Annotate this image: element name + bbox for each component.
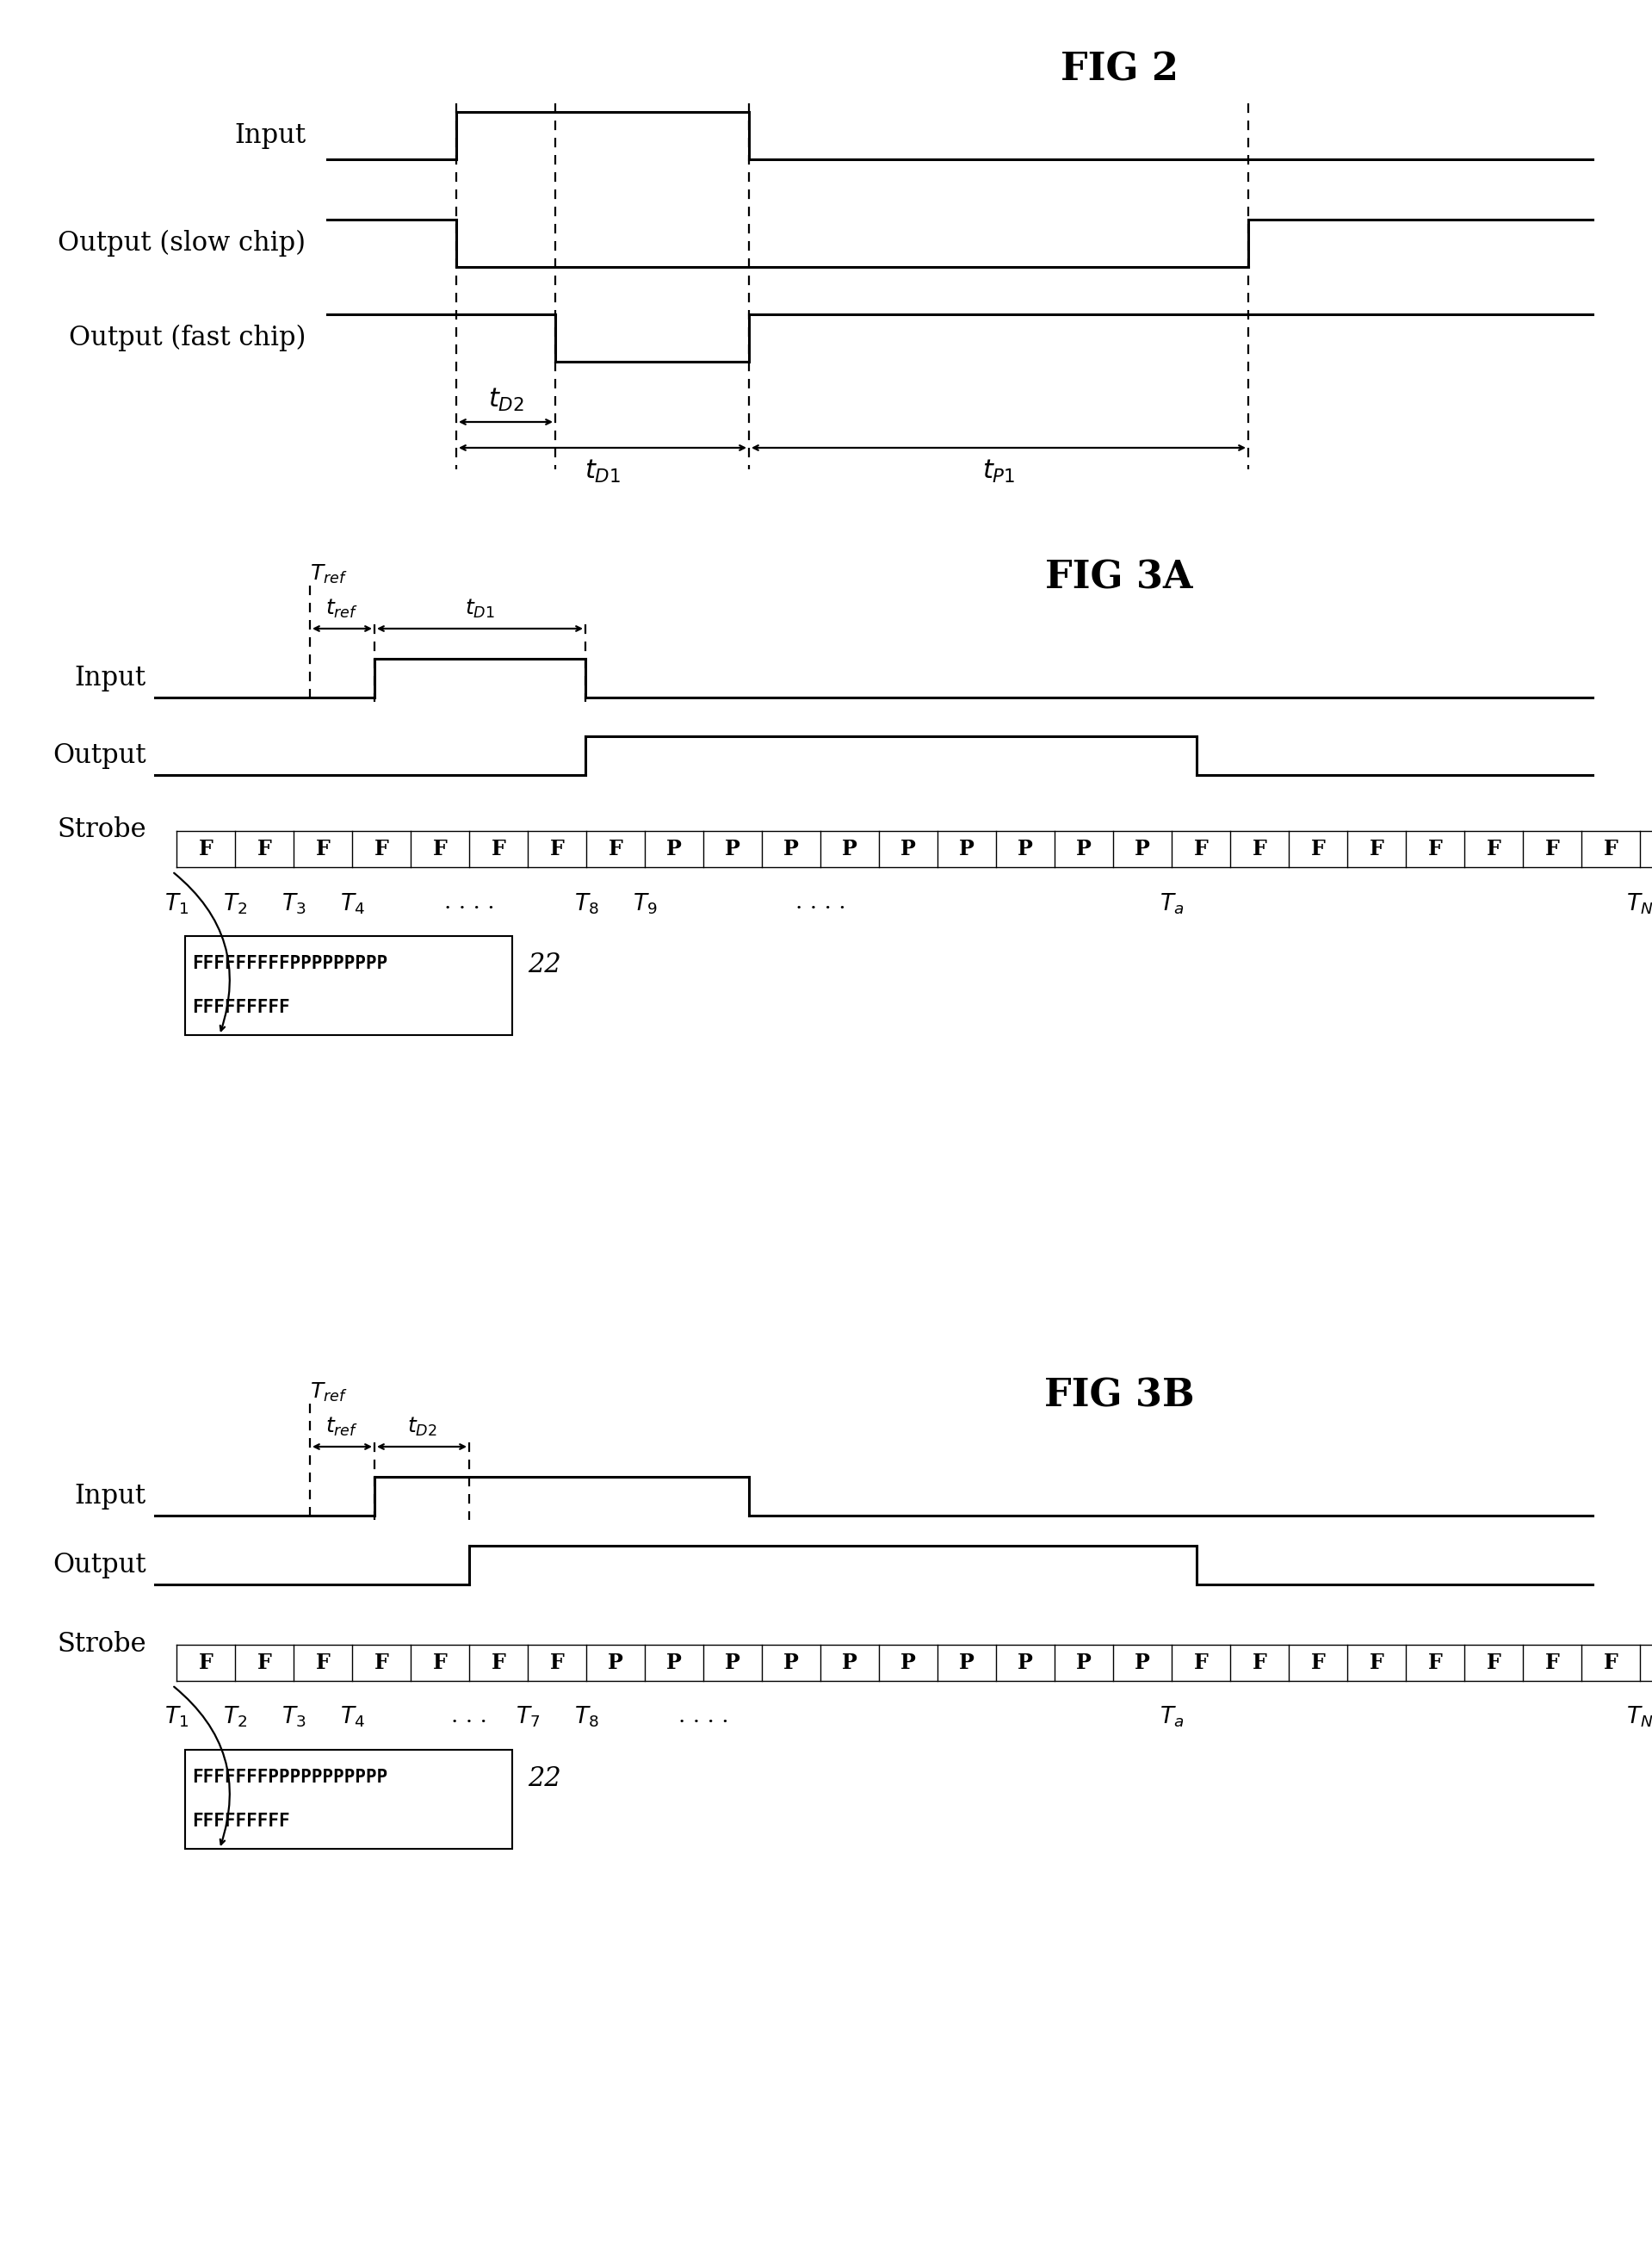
Text: F: F [373, 1652, 388, 1672]
Text: $T_4$: $T_4$ [340, 1704, 365, 1729]
Text: P: P [1018, 840, 1032, 860]
Text: P: P [900, 1652, 915, 1672]
Text: F: F [1604, 840, 1617, 860]
Text: Input: Input [235, 122, 306, 149]
Text: F: F [1252, 1652, 1267, 1672]
Text: F: F [1252, 840, 1267, 860]
Text: P: P [666, 1652, 682, 1672]
Text: F: F [1310, 1652, 1325, 1672]
Text: $T_3$: $T_3$ [281, 1704, 306, 1729]
Text: $T_N$: $T_N$ [1627, 892, 1652, 916]
Text: $t_{ref}$: $t_{ref}$ [325, 598, 358, 621]
Text: . . . .: . . . . [444, 892, 494, 912]
Text: FFFFFFFPPPPPPPPPPP: FFFFFFFPPPPPPPPPPP [192, 1769, 388, 1785]
Text: F: F [491, 1652, 506, 1672]
Text: P: P [1135, 1652, 1150, 1672]
Text: P: P [843, 1652, 857, 1672]
Text: Input: Input [74, 666, 147, 691]
Text: FIG 3B: FIG 3B [1044, 1377, 1194, 1415]
Text: $T_4$: $T_4$ [340, 892, 365, 916]
Text: P: P [783, 840, 800, 860]
Text: Input: Input [74, 1483, 147, 1510]
Text: $T_8$: $T_8$ [573, 892, 598, 916]
Text: 22: 22 [527, 1765, 562, 1792]
Text: F: F [198, 840, 213, 860]
Text: P: P [960, 840, 975, 860]
Text: P: P [1075, 1652, 1092, 1672]
Text: $t_{P1}$: $t_{P1}$ [981, 458, 1016, 485]
Text: F: F [1310, 840, 1325, 860]
Text: $t_{ref}$: $t_{ref}$ [325, 1415, 358, 1438]
Text: FIG 2: FIG 2 [1061, 52, 1178, 88]
Text: F: F [1545, 1652, 1559, 1672]
Text: FFFFFFFFF: FFFFFFFFF [192, 1812, 289, 1830]
Text: $T_{ref}$: $T_{ref}$ [311, 1381, 347, 1404]
Text: FFFFFFFFF: FFFFFFFFF [192, 1000, 289, 1016]
Text: F: F [1427, 1652, 1442, 1672]
Text: F: F [316, 840, 330, 860]
Text: 22: 22 [527, 952, 562, 977]
Text: $T_2$: $T_2$ [223, 1704, 248, 1729]
Text: P: P [1018, 1652, 1032, 1672]
Text: P: P [1135, 840, 1150, 860]
Text: $T_7$: $T_7$ [515, 1704, 540, 1729]
Text: . . . .: . . . . [795, 892, 846, 912]
Text: F: F [316, 1652, 330, 1672]
Text: F: F [1194, 840, 1208, 860]
Bar [185, 1749, 512, 1848]
Text: P: P [960, 1652, 975, 1672]
Text: Output: Output [53, 743, 147, 770]
Text: F: F [1487, 1652, 1502, 1672]
Text: $T_1$: $T_1$ [165, 1704, 188, 1729]
Text: Output (fast chip): Output (fast chip) [68, 325, 306, 352]
Text: $t_{D2}$: $t_{D2}$ [406, 1415, 436, 1438]
Text: P: P [666, 840, 682, 860]
Text: F: F [608, 840, 623, 860]
Text: F: F [258, 840, 271, 860]
Text: $T_a$: $T_a$ [1160, 1704, 1184, 1729]
Text: $t_{D1}$: $t_{D1}$ [464, 598, 496, 621]
Text: . . .: . . . [451, 1704, 487, 1727]
Text: $T_a$: $T_a$ [1160, 892, 1184, 916]
Text: F: F [258, 1652, 271, 1672]
Text: F: F [550, 1652, 565, 1672]
Text: F: F [1427, 840, 1442, 860]
Text: F: F [491, 840, 506, 860]
Text: P: P [608, 1652, 623, 1672]
Text: $t_{D1}$: $t_{D1}$ [585, 458, 621, 485]
Text: Strobe: Strobe [58, 1630, 147, 1657]
Text: FFFFFFFFFPPPPPPPPP: FFFFFFFFFPPPPPPPPP [192, 955, 388, 973]
Text: F: F [1370, 840, 1384, 860]
Text: F: F [198, 1652, 213, 1672]
Text: F: F [1194, 1652, 1208, 1672]
Text: F: F [1370, 1652, 1384, 1672]
Text: P: P [900, 840, 915, 860]
Text: F: F [1604, 1652, 1617, 1672]
Text: P: P [843, 840, 857, 860]
Text: $T_3$: $T_3$ [281, 892, 306, 916]
Text: P: P [725, 840, 740, 860]
Text: $T_1$: $T_1$ [165, 892, 188, 916]
Text: . . . .: . . . . [677, 1704, 729, 1727]
Text: P: P [1075, 840, 1092, 860]
Text: $T_N$: $T_N$ [1627, 1704, 1652, 1729]
Text: P: P [783, 1652, 800, 1672]
Text: $T_{ref}$: $T_{ref}$ [311, 562, 347, 585]
Text: Output (slow chip): Output (slow chip) [58, 230, 306, 257]
Text: F: F [433, 840, 448, 860]
Text: F: F [1545, 840, 1559, 860]
Bar [185, 937, 512, 1036]
Text: F: F [373, 840, 388, 860]
Text: $T_2$: $T_2$ [223, 892, 248, 916]
Text: F: F [550, 840, 565, 860]
Text: Output: Output [53, 1553, 147, 1578]
Text: F: F [433, 1652, 448, 1672]
Text: FIG 3A: FIG 3A [1046, 560, 1193, 596]
Text: Strobe: Strobe [58, 817, 147, 844]
Text: F: F [1487, 840, 1502, 860]
Text: $t_{D2}$: $t_{D2}$ [487, 386, 524, 413]
Text: $T_8$: $T_8$ [573, 1704, 598, 1729]
Text: $T_9$: $T_9$ [633, 892, 657, 916]
Text: P: P [725, 1652, 740, 1672]
